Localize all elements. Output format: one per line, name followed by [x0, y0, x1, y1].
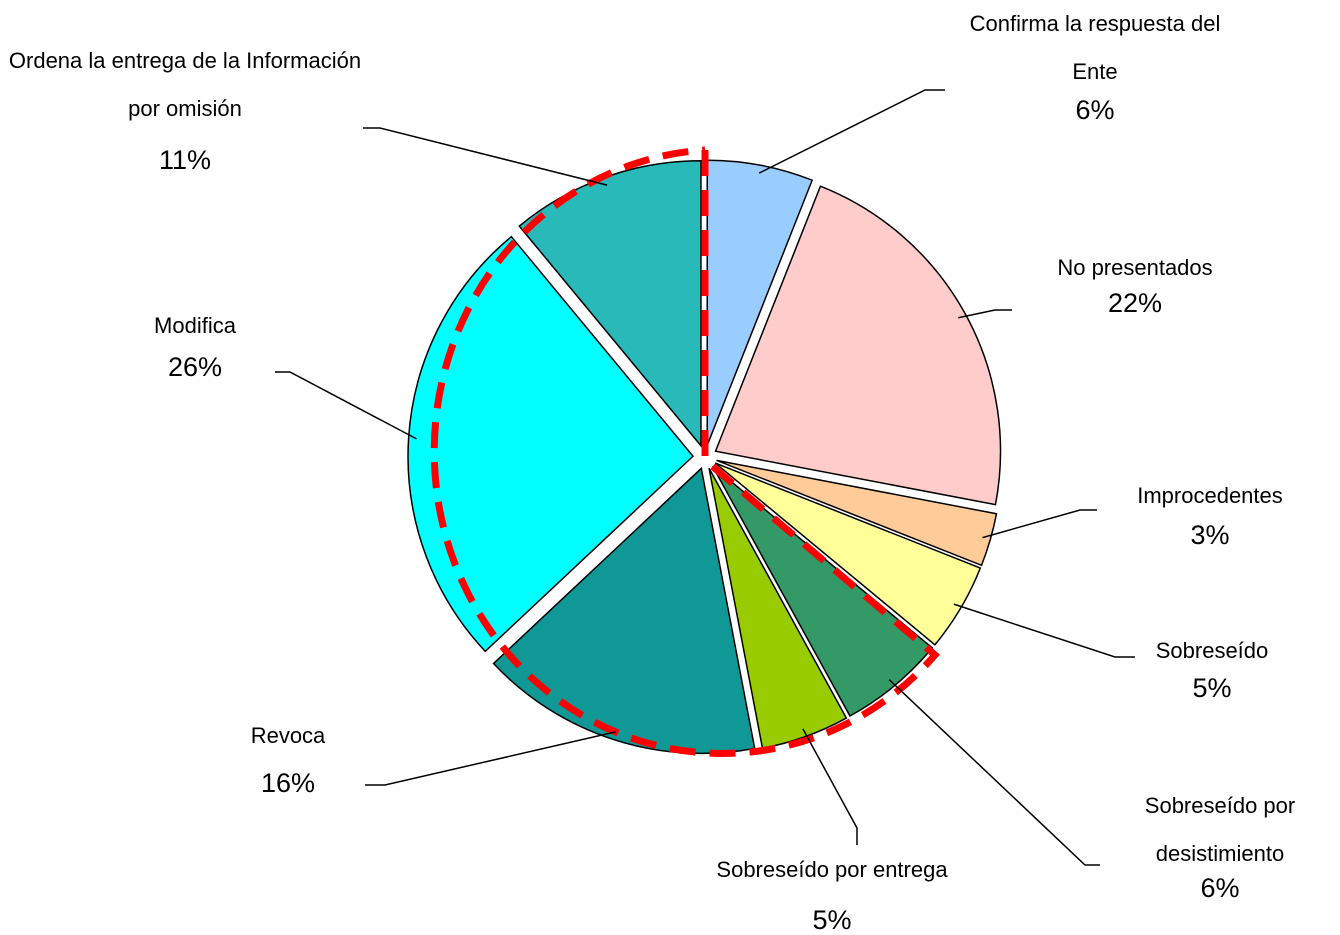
- pie-slice: [407, 235, 695, 653]
- slice-value-label: 3%: [1190, 520, 1230, 550]
- pie-slice: [714, 462, 982, 646]
- pie-slice: [716, 459, 998, 567]
- leader-line: [982, 509, 1097, 539]
- leader-line: [363, 127, 608, 186]
- slice-label: Improcedentes: [1137, 483, 1283, 508]
- slice-value-label: 22%: [1107, 288, 1163, 318]
- slice-label: Modifica: [154, 313, 236, 338]
- leader-line: [958, 309, 1012, 319]
- slice-label: Sobreseído: [1155, 638, 1269, 663]
- slice-label: No presentados: [1057, 255, 1213, 280]
- slice-label: Sobreseído por desistimiento: [1144, 793, 1296, 866]
- pie-slice: [711, 465, 934, 718]
- slice-value-label: 11%: [158, 145, 212, 175]
- slice-value-label: 5%: [1192, 673, 1232, 703]
- highlight-outline: [430, 146, 940, 757]
- leader-line: [802, 728, 858, 845]
- slice-value-label: 6%: [1200, 873, 1240, 903]
- leader-line: [758, 89, 945, 174]
- pie-slice: [714, 185, 1002, 506]
- slice-value-label: 16%: [260, 768, 316, 798]
- slice-label: Confirma la respuesta del Ente: [969, 11, 1221, 84]
- slice-value-label: 26%: [167, 352, 223, 382]
- slice-label: Revoca: [250, 723, 326, 748]
- slice-label: Ordena la entrega de la Información por …: [8, 48, 362, 121]
- leader-line: [888, 679, 1100, 866]
- leader-line: [275, 371, 417, 440]
- slice-value-label: 6%: [1075, 95, 1115, 125]
- slice-label: Sobreseído por entrega: [716, 857, 948, 882]
- slice-value-label: 5%: [812, 905, 852, 935]
- leader-line: [365, 731, 616, 786]
- leader-line: [953, 603, 1135, 658]
